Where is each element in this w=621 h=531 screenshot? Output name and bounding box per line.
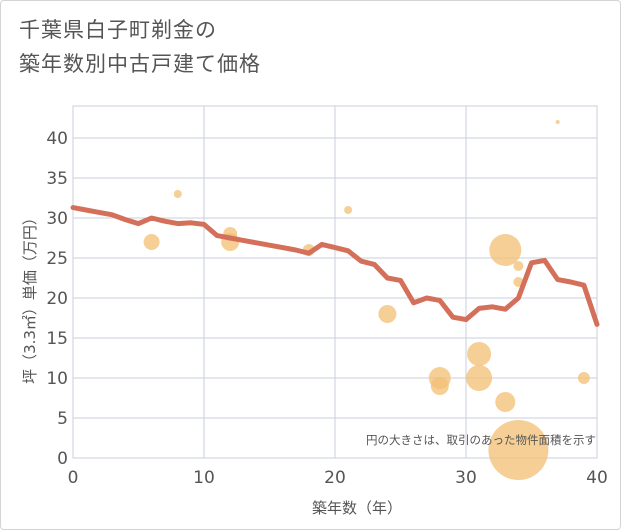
data-bubble (143, 234, 160, 250)
y-tick-label: 20 (46, 289, 68, 309)
bubble-layer (143, 120, 590, 480)
chart-title: 千葉県白子町剃金の 築年数別中古戸建て価格 (19, 13, 261, 81)
y-tick-label: 40 (46, 129, 68, 149)
data-bubble (555, 120, 560, 124)
y-tick-label: 35 (46, 169, 68, 189)
data-bubble (344, 206, 353, 214)
data-bubble (489, 234, 522, 266)
trend-line (70, 205, 600, 327)
x-tick-label: 20 (324, 468, 346, 488)
y-axis-label: 坪（3.3㎡）単価（万円） (21, 210, 39, 384)
data-bubble (467, 342, 492, 366)
y-tick-label: 25 (46, 249, 68, 269)
data-bubble (430, 377, 449, 395)
data-bubble (495, 392, 516, 412)
x-tick-label: 0 (68, 468, 79, 488)
chart-title-line-1: 千葉県白子町剃金の (19, 18, 217, 42)
x-tick-label: 10 (193, 468, 215, 488)
y-tick-label: 10 (46, 369, 68, 389)
data-bubble (173, 190, 182, 198)
x-tick-label: 40 (586, 468, 608, 488)
size-note: 円の大きさは、取引のあった物件面積を示す (366, 433, 596, 447)
data-bubble (378, 305, 397, 323)
data-bubble (466, 365, 493, 391)
y-tick-label: 15 (46, 329, 68, 349)
tick-labels: 0 5 10 15 20 25 30 35 40 0 10 20 30 40 (46, 129, 607, 488)
data-bubble (488, 420, 549, 480)
data-bubble (513, 261, 524, 271)
y-tick-label: 0 (57, 449, 68, 469)
data-bubble (577, 372, 590, 384)
y-tick-label: 30 (46, 209, 68, 229)
x-tick-label: 30 (455, 468, 477, 488)
x-axis-label: 築年数（年） (312, 499, 402, 517)
y-tick-label: 5 (57, 409, 68, 429)
chart-title-line-2: 築年数別中古戸建て価格 (19, 52, 261, 76)
